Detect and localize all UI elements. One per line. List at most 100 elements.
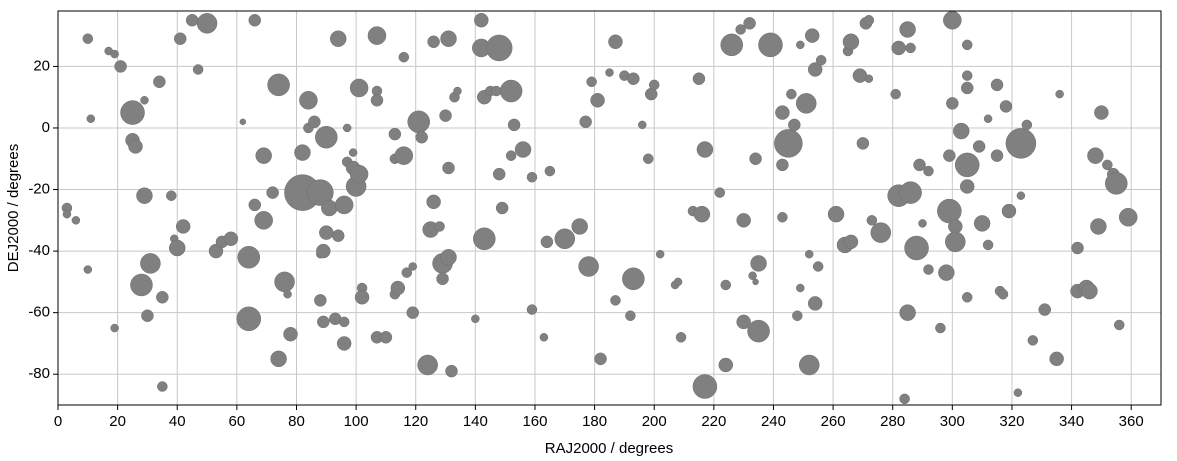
point [899, 21, 916, 38]
point [758, 32, 783, 58]
point [82, 33, 94, 44]
point [972, 140, 986, 153]
point [748, 271, 757, 280]
point [544, 165, 556, 177]
point [891, 40, 906, 56]
point [675, 332, 687, 343]
point [136, 187, 153, 204]
point [157, 381, 168, 392]
point [248, 13, 262, 27]
point [453, 86, 462, 96]
point [714, 187, 726, 198]
point [473, 227, 496, 251]
point [792, 310, 803, 321]
point [1001, 203, 1017, 219]
point [307, 179, 334, 206]
point [945, 231, 966, 253]
point [471, 314, 480, 324]
point [283, 326, 298, 342]
point [294, 144, 311, 161]
point [720, 279, 732, 291]
point [718, 357, 734, 373]
point [319, 225, 334, 240]
y-tick-label: 0 [42, 119, 50, 136]
point [388, 127, 402, 141]
point [342, 123, 352, 133]
point [1055, 89, 1064, 99]
point [526, 304, 538, 315]
x-tick-label: 180 [582, 413, 607, 430]
y-tick-label: -40 [28, 242, 50, 259]
point [406, 306, 419, 319]
point [434, 221, 445, 232]
point [843, 234, 859, 250]
point [961, 70, 973, 81]
point [110, 49, 119, 59]
point [267, 73, 290, 97]
point [62, 209, 72, 219]
point [114, 60, 127, 73]
point [973, 215, 991, 232]
x-tick-label: 140 [463, 413, 488, 430]
point [852, 68, 868, 83]
point [954, 152, 980, 178]
point [590, 93, 605, 108]
point [349, 164, 369, 184]
point [812, 261, 824, 272]
point [398, 51, 410, 63]
point [401, 267, 413, 278]
point [827, 205, 845, 223]
point [775, 105, 790, 120]
point [1081, 282, 1098, 300]
point [379, 331, 393, 344]
point [338, 316, 350, 328]
point [166, 190, 177, 201]
point [173, 32, 187, 45]
point [408, 262, 417, 271]
point [1013, 388, 1023, 397]
point [720, 33, 743, 57]
point [946, 97, 959, 110]
point [983, 114, 993, 123]
x-tick-label: 160 [522, 413, 547, 430]
point [539, 333, 549, 342]
point [842, 33, 860, 51]
point [86, 114, 96, 123]
point [1087, 147, 1104, 164]
x-tick-label: 260 [821, 413, 846, 430]
x-tick-label: 40 [169, 413, 186, 430]
point [594, 352, 607, 366]
x-tick-label: 120 [403, 413, 428, 430]
point [237, 246, 261, 269]
point [655, 249, 665, 259]
point [796, 40, 805, 50]
point [299, 91, 318, 110]
point [935, 322, 946, 334]
point [196, 13, 218, 34]
point [417, 354, 438, 376]
point [1102, 159, 1113, 171]
y-tick-label: 20 [33, 57, 50, 74]
point [904, 235, 929, 261]
x-tick-label: 280 [880, 413, 905, 430]
point [777, 211, 788, 223]
point [168, 239, 186, 257]
point [426, 194, 441, 210]
point [439, 109, 452, 122]
x-tick-label: 0 [54, 413, 62, 430]
point [870, 222, 892, 243]
point [997, 288, 1009, 300]
point [436, 272, 449, 286]
point [1049, 351, 1064, 367]
point [130, 273, 153, 297]
point [959, 179, 975, 194]
point [1027, 335, 1039, 346]
point [348, 148, 358, 157]
point [807, 62, 823, 77]
point [394, 146, 414, 165]
point [752, 278, 759, 286]
point [514, 141, 532, 158]
point [248, 198, 262, 212]
point [485, 34, 513, 62]
point [349, 78, 369, 98]
